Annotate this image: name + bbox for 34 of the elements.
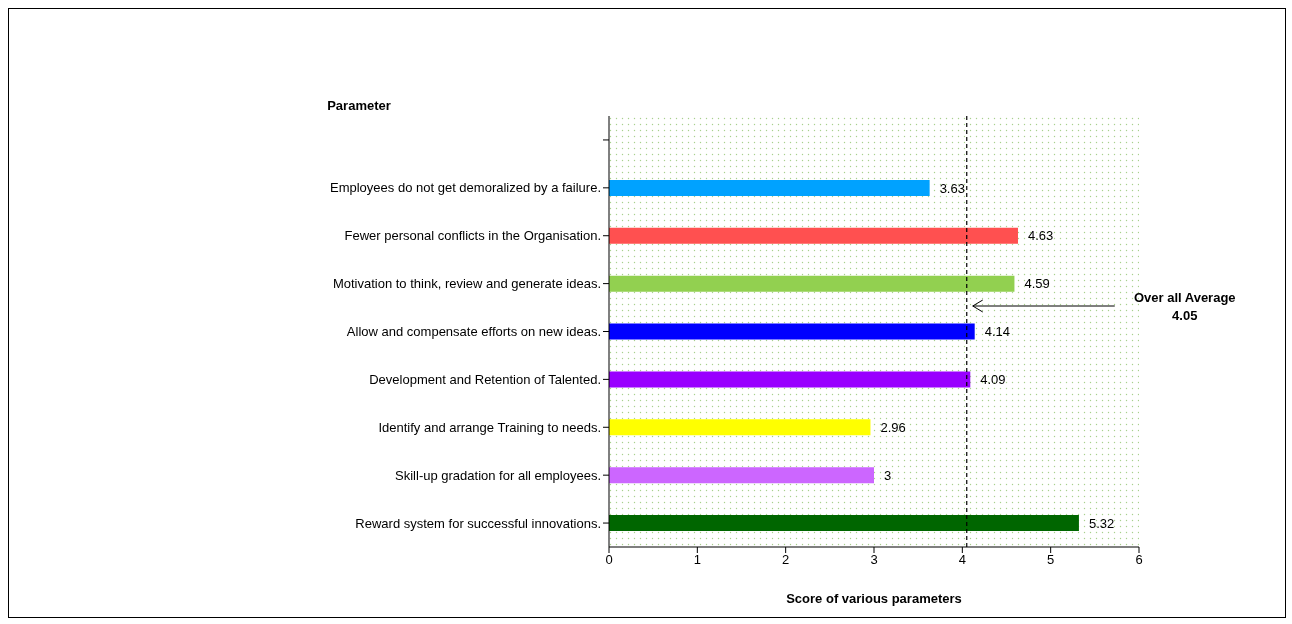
bar bbox=[609, 275, 1015, 292]
data-label: 3 bbox=[884, 467, 892, 483]
y-tick-label: Identify and arrange Training to needs. bbox=[378, 419, 601, 435]
bar bbox=[609, 467, 874, 484]
y-tick-label: Employees do not get demoralized by a failure. bbox=[330, 180, 601, 196]
bar bbox=[609, 323, 975, 340]
data-label: 4.14 bbox=[984, 324, 1011, 340]
x-tick-label: 2 bbox=[782, 552, 790, 568]
bar bbox=[609, 179, 930, 196]
bar bbox=[609, 371, 971, 388]
data-label: 4.59 bbox=[1024, 276, 1050, 292]
x-tick-label: 0 bbox=[605, 552, 613, 568]
y-tick-label: Reward system for successful innovations. bbox=[355, 515, 601, 531]
x-tick-label: 6 bbox=[1135, 552, 1143, 568]
data-label: 4.09 bbox=[980, 372, 1006, 388]
y-tick-label: Fewer personal conflicts in the Organisation. bbox=[344, 228, 601, 244]
data-label: 5.32 bbox=[1088, 515, 1115, 531]
x-tick-label: 1 bbox=[693, 552, 701, 568]
x-tick-label: 3 bbox=[870, 552, 878, 568]
bar bbox=[609, 419, 871, 436]
y-tick-label: Allow and compensate efforts on new ideas. bbox=[346, 324, 601, 340]
bar bbox=[609, 515, 1079, 532]
x-axis-title: Score of various parameters bbox=[786, 591, 962, 606]
ref-line-label: Over all Average 4.05 bbox=[1133, 290, 1236, 323]
x-tick-label: 5 bbox=[1047, 552, 1055, 568]
bar bbox=[609, 227, 1018, 244]
y-tick-label: Skill-up gradation for all employees. bbox=[395, 467, 601, 483]
y-axis-title: Parameter bbox=[327, 98, 391, 113]
x-tick-label: 4 bbox=[958, 552, 966, 568]
data-label: 4.63 bbox=[1027, 228, 1054, 244]
y-tick-label: Development and Retention of Talented. bbox=[369, 372, 601, 387]
data-label: 2.96 bbox=[880, 419, 906, 435]
data-label: 3.63 bbox=[939, 180, 965, 196]
y-tick-label: Motivation to think, review and generate ideas. bbox=[332, 276, 601, 292]
